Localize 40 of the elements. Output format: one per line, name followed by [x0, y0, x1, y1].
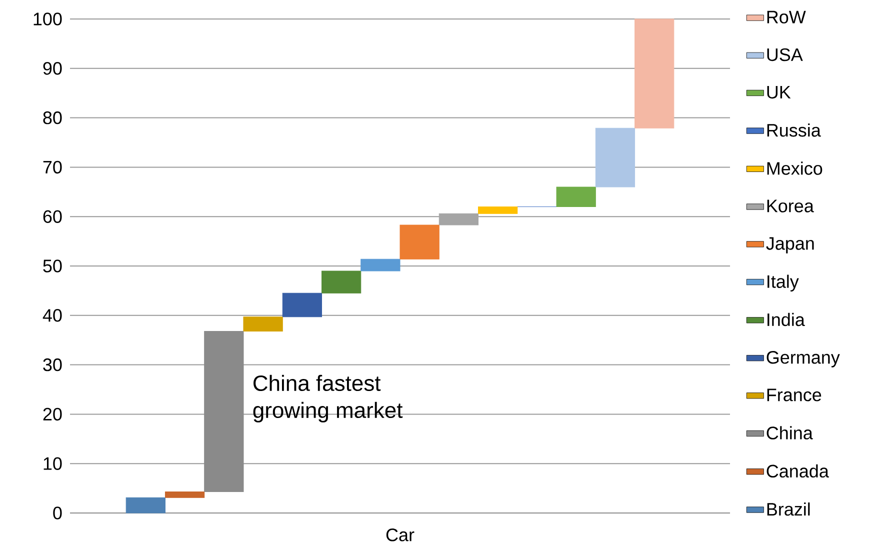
legend-label: Mexico	[767, 162, 822, 175]
legend-label: Italy	[768, 274, 799, 292]
bar	[126, 497, 166, 514]
y-tick-label: 100	[34, 12, 62, 26]
annotation: China fastest growing market	[253, 374, 403, 422]
bar	[282, 292, 322, 318]
y-tick-label: 30	[43, 358, 62, 372]
legend-label: Japan	[766, 237, 814, 254]
legend-label: Brazil	[767, 502, 810, 516]
legend-label: China	[766, 426, 813, 440]
y-tick-label: 50	[43, 260, 62, 272]
y-tick-label: 60	[43, 210, 62, 223]
bar	[164, 492, 205, 498]
y-tick-label: 90	[43, 62, 62, 75]
bar	[556, 186, 596, 207]
legend-label: UK	[767, 86, 791, 99]
legend-label: USA	[767, 48, 803, 62]
legend-label: Korea	[767, 200, 814, 212]
legend-label: RoW	[767, 10, 806, 24]
bar	[400, 224, 440, 260]
legend-label: India	[768, 312, 805, 326]
bar	[595, 128, 636, 188]
legend-label: France	[767, 388, 822, 402]
bar	[243, 316, 283, 332]
bar	[634, 18, 674, 128]
legend-label: Germany	[766, 351, 840, 368]
y-tick-label: 0	[53, 506, 62, 520]
y-tick-label: 70	[43, 160, 62, 174]
x-tick-label: Car	[386, 528, 414, 542]
bar	[360, 258, 400, 272]
y-tick-label: 20	[43, 408, 62, 421]
y-tick-label: 10	[44, 457, 62, 470]
bar	[322, 270, 362, 294]
y-tick-label: 40	[42, 309, 62, 322]
legend-label: Canada	[766, 464, 829, 478]
legend-label: Russia	[767, 123, 821, 137]
bar	[478, 206, 518, 214]
y-tick-label: 80	[43, 111, 62, 124]
bar	[204, 330, 244, 492]
bar	[438, 213, 479, 226]
